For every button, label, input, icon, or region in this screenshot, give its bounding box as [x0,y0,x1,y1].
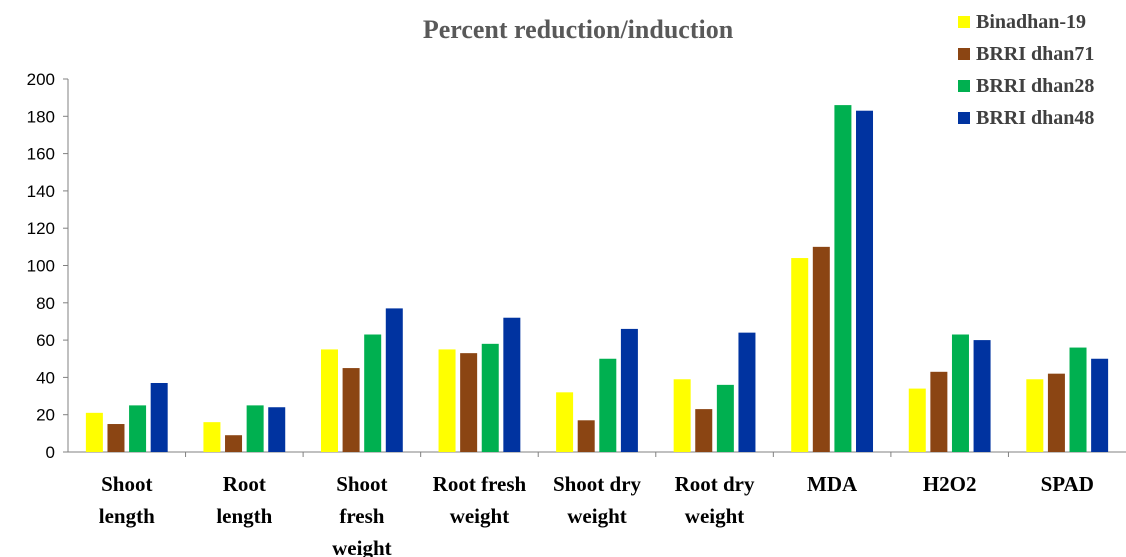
legend-swatch [958,80,970,92]
bar [385,308,403,452]
legend-label: BRRI dhan28 [976,75,1094,97]
bar [85,412,103,452]
bar [620,328,638,452]
bar [673,379,691,452]
legend-label: Binadhan-19 [976,11,1086,33]
bar [246,405,264,452]
bar [812,246,830,452]
bar [973,340,991,452]
y-tick-label: 180 [27,107,55,126]
bar [577,420,595,452]
category-label: H2O2 [923,472,977,496]
bar [107,424,125,452]
category-label-line: Shoot dry [553,472,642,496]
bar [856,110,874,452]
legend-item: BRRI dhan71 [958,43,1094,65]
bar [460,353,478,452]
category-label: Shoot fresh weight [332,472,392,557]
y-tick-label: 120 [27,219,55,238]
bar [203,422,221,452]
bar [930,371,948,452]
y-tick-label: 100 [27,257,55,276]
category-label: Root fresh weight [433,472,527,528]
legend-label: BRRI dhan71 [976,43,1094,65]
bar [1069,347,1087,452]
legend-label: BRRI dhan48 [976,107,1094,129]
bar [1091,358,1109,452]
category-label: Shoot length [99,472,155,528]
y-tick-label: 160 [27,145,55,164]
category-label: MDA [807,472,858,496]
bar [481,343,499,452]
category-label-line: Root fresh [433,472,527,496]
y-tick-label: 80 [36,294,55,313]
category-label-line: H2O2 [923,472,977,496]
axes: 0 20 40 60 80 100 120 140 160 180 200 [27,70,1126,462]
bar [268,407,286,452]
bar [438,349,456,452]
category-label-line: Shoot [101,472,152,496]
category-label: Root dry weight [675,472,755,528]
chart-title: Percent reduction/induction [423,15,734,44]
category-labels: ShootlengthRootlengthShootfreshweightRoo… [99,472,1094,557]
bar [342,368,360,452]
category-label-line: SPAD [1041,472,1094,496]
category-label-line: MDA [807,472,858,496]
category-label-line: weight [332,536,392,557]
y-tick-label: 140 [27,182,55,201]
legend-swatch [958,48,970,60]
bar [908,388,926,452]
y-tick-label: 200 [27,70,55,89]
bars [85,105,1109,453]
legend: Binadhan-19 BRRI dhan71 BRRI dhan28 BRRI dh… [958,11,1094,129]
category-label-line: length [99,504,155,528]
bar [599,358,617,452]
bar [1026,379,1044,452]
y-tick-label: 0 [46,443,55,462]
bar [951,334,969,452]
category-label: Shoot dry weight [553,472,642,528]
bar [150,382,168,452]
category-label-line: Root [223,472,266,496]
category-label: SPAD [1041,472,1094,496]
bar [364,334,382,452]
category-label-line: weight [685,504,745,528]
category-label-line: weight [450,504,510,528]
bar [503,317,521,452]
legend-swatch [958,112,970,124]
bar [791,258,809,452]
legend-item: Binadhan-19 [958,11,1086,33]
bar [834,105,852,453]
bar [716,384,734,452]
bar [225,435,243,452]
category-label-line: Shoot [336,472,387,496]
bar [556,392,574,452]
category-label-line: fresh [339,504,384,528]
legend-item: BRRI dhan48 [958,107,1094,129]
bar [129,405,147,452]
bar [320,349,338,452]
y-tick-label: 20 [36,406,55,425]
category-label-line: weight [567,504,627,528]
bar [1047,373,1065,452]
bar [695,409,713,452]
category-label-line: length [216,504,272,528]
bar [738,332,756,452]
legend-swatch [958,16,970,28]
category-label: Root length [216,472,272,528]
category-label-line: Root dry [675,472,755,496]
y-tick-label: 40 [36,368,55,387]
legend-item: BRRI dhan28 [958,75,1094,97]
y-tick-label: 60 [36,331,55,350]
